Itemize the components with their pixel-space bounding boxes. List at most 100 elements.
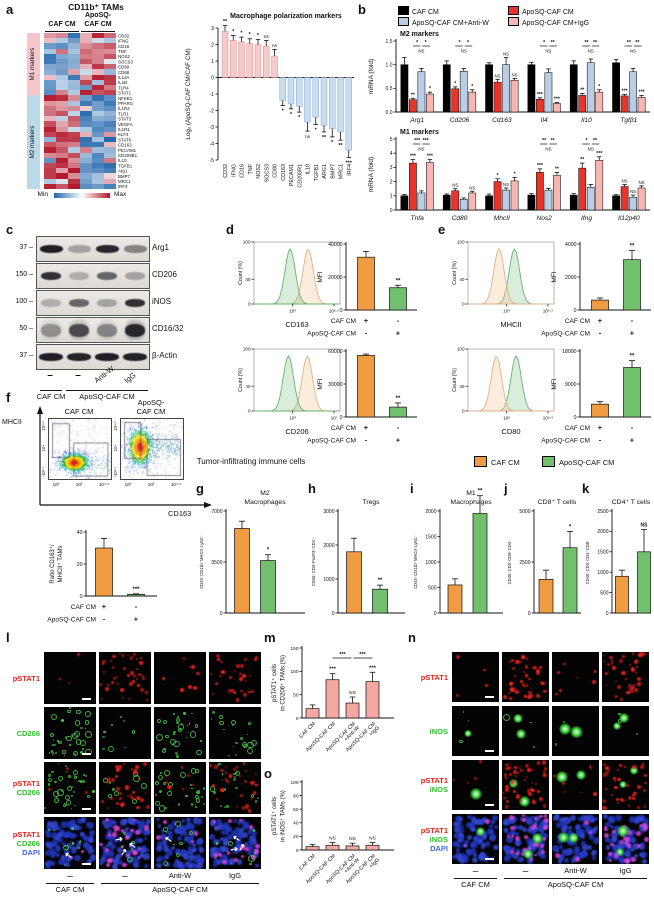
- heatmap-cell: [44, 142, 56, 148]
- svg-text:PECAM1: PECAM1: [289, 164, 295, 186]
- svg-text:Macrophages: Macrophages: [450, 499, 492, 506]
- fluor-dot: [251, 689, 255, 693]
- legend-swatch-green: [542, 456, 555, 467]
- fluor-dot: [99, 682, 102, 686]
- heatmap-cell: [56, 111, 68, 117]
- fluor-dot: [505, 767, 508, 770]
- protein-label: CD206: [152, 270, 177, 279]
- legend-swatch-black: [398, 6, 409, 15]
- fluor-dot: [69, 819, 77, 826]
- svg-text:*: *: [249, 32, 252, 38]
- heatmap-bands: M1 markers M2 markers: [26, 33, 42, 195]
- heatmap-cell: [56, 105, 68, 111]
- fluor-dot: [190, 839, 195, 844]
- fluor-dot: [505, 764, 508, 767]
- fluor-dot: [112, 832, 117, 837]
- fluor-dot: [575, 676, 578, 679]
- fluor-dot: [239, 678, 243, 681]
- heatmap-cell: [44, 105, 56, 111]
- fluor-dot: [577, 816, 582, 821]
- svg-text:*: *: [267, 548, 270, 554]
- fluor-dot: [196, 853, 202, 859]
- fluor-dot: [251, 830, 257, 837]
- fluor-dot: [143, 836, 148, 841]
- svg-text:IL10: IL10: [306, 164, 312, 175]
- heatmap-cell: [80, 163, 92, 169]
- fluor-dot: [136, 668, 138, 671]
- micro-image: [154, 652, 206, 704]
- fluor-dot: [105, 863, 110, 868]
- fluor-dot: [493, 844, 499, 851]
- heatmap-cell: [68, 48, 80, 54]
- heatmap-cell: [44, 64, 56, 70]
- fluor-dot: [591, 679, 596, 684]
- fluor-dot: [137, 856, 141, 859]
- svg-text:Cd163: Cd163: [492, 117, 512, 124]
- fluor-dot: [109, 796, 114, 800]
- fluor-dot: [620, 798, 623, 801]
- fluor-dot: [487, 828, 495, 836]
- heatmap-cell: [44, 147, 56, 153]
- heatmap-cell: [104, 121, 116, 127]
- heatmap-cell: [68, 116, 80, 122]
- svg-text:0: 0: [332, 611, 335, 617]
- fluor-dot: [468, 822, 476, 830]
- fluor-dot: [84, 719, 90, 725]
- fluor-dot: [122, 667, 126, 671]
- svg-text:Macrophages: Macrophages: [244, 499, 286, 506]
- fluor-dot: [195, 805, 198, 808]
- heatmap-cell: [92, 168, 104, 174]
- heatmap-cell: [68, 100, 80, 106]
- heatmap-cell: [92, 121, 104, 127]
- fluor-dot: [70, 785, 74, 789]
- heatmap-cell: [44, 116, 56, 122]
- fluor-dot: [544, 818, 549, 823]
- heatmap-cell: [104, 69, 116, 75]
- fluor-dot: [189, 665, 192, 668]
- fluor-dot: [231, 849, 236, 854]
- svg-text:0: 0: [340, 415, 343, 421]
- svg-text:0: 0: [574, 308, 577, 314]
- svg-text:**: **: [542, 138, 547, 144]
- svg-text:CAF CM: CAF CM: [137, 407, 166, 416]
- svg-text:NS: NS: [630, 49, 636, 54]
- fluor-dot: [223, 805, 227, 809]
- fluor-dot: [155, 794, 157, 796]
- fluor-dot: [511, 847, 515, 851]
- fluor-dot: [584, 827, 590, 833]
- fluor-dot: [254, 800, 258, 803]
- heatmap-cell: [80, 173, 92, 179]
- fluor-dot: [523, 671, 526, 674]
- fluor-dot: [124, 827, 129, 832]
- fluor-dot: [209, 786, 216, 792]
- heatmap-cell: [104, 33, 116, 39]
- fluor-dot: [231, 829, 238, 837]
- fluor-dot: [626, 843, 632, 848]
- fluor-dot: [613, 779, 616, 782]
- svg-text:CD45⁺CD11b⁺MHCII⁻Ly6C⁻: CD45⁺CD11b⁺MHCII⁻Ly6C⁻: [199, 535, 204, 589]
- fluor-dot: [626, 830, 632, 836]
- micro-row-label: pSTAT1: [420, 672, 448, 682]
- svg-text:Arg1: Arg1: [409, 117, 424, 124]
- fluor-dot: [632, 843, 639, 850]
- fluor-dot: [135, 764, 140, 769]
- svg-text:Macrophage polarization marker: Macrophage polarization markers: [230, 13, 342, 20]
- fluor-dot: [103, 848, 110, 856]
- fluor-dot: [605, 765, 610, 770]
- heatmap-cell: [104, 173, 116, 179]
- fluor-dot: [509, 660, 512, 663]
- fluor-dot: [455, 842, 460, 847]
- fluor-dot: [135, 677, 138, 680]
- fluor-dot: [192, 784, 195, 786]
- fluor-dot: [176, 852, 181, 857]
- fluor-dot: [102, 670, 105, 673]
- fluor-dot: [129, 794, 132, 797]
- fluor-dot: [244, 780, 248, 784]
- blot-band: [125, 323, 145, 337]
- svg-text:Cd80: Cd80: [452, 215, 468, 222]
- svg-text:ns: ns: [305, 135, 311, 140]
- fluor-dot: [85, 821, 90, 826]
- fluor-dot: [132, 858, 140, 865]
- heatmap-cell: [104, 163, 116, 169]
- svg-text:-2: -2: [209, 108, 214, 114]
